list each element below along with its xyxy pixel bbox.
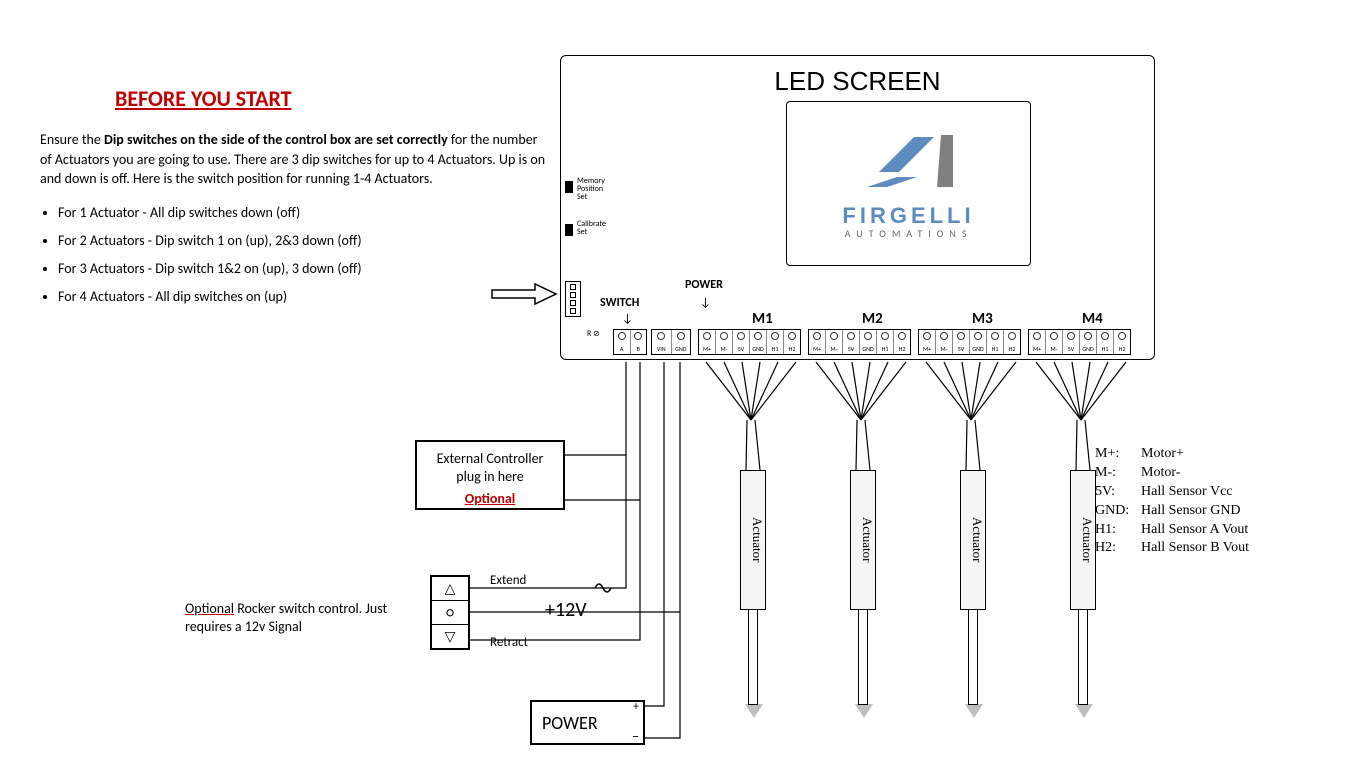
side-button bbox=[565, 224, 573, 236]
ext-ctrl-optional: Optional bbox=[417, 490, 563, 508]
reset-label: R ⊘ bbox=[587, 329, 600, 339]
rocker-down-icon: ▽ bbox=[432, 625, 468, 648]
heading-before-you-start: BEFORE YOU START bbox=[115, 85, 550, 112]
pin-h1: H1 bbox=[987, 330, 1004, 354]
pin-legend: M+:Motor+M-:Motor-5V:Hall Sensor VccGND:… bbox=[1095, 445, 1249, 558]
actuator-body: Actuator bbox=[740, 470, 766, 610]
dip-list-item: For 2 Actuators - Dip switch 1 on (up), … bbox=[58, 227, 550, 255]
firgelli-logo-icon bbox=[849, 127, 969, 197]
rocker-up-icon: △ bbox=[432, 577, 468, 601]
side-button-label: CalibrateSet bbox=[577, 220, 606, 236]
dip-list-item: For 3 Actuators - Dip switch 1&2 on (up)… bbox=[58, 255, 550, 283]
dip-switch-block bbox=[565, 281, 581, 317]
motor-label-m3: M3 bbox=[972, 310, 993, 328]
plus-icon: + bbox=[633, 700, 639, 714]
led-screen: FIRGELLI AUTOMATIONS bbox=[786, 101, 1031, 266]
intro-paragraph: Ensure the Dip switches on the side of t… bbox=[40, 130, 550, 189]
power-connector: VINGND bbox=[651, 329, 691, 355]
pin-m-: M- bbox=[826, 330, 843, 354]
power-box-label: POWER bbox=[542, 712, 598, 734]
pin-h2: H2 bbox=[1004, 330, 1020, 354]
actuator-rod bbox=[1078, 610, 1088, 705]
led-screen-title: LED SCREEN bbox=[561, 66, 1154, 97]
pin-h1: H1 bbox=[767, 330, 784, 354]
pin-m-: M- bbox=[1046, 330, 1063, 354]
ext-ctrl-line2: plug in here bbox=[417, 468, 563, 486]
pin-5v: 5V bbox=[843, 330, 860, 354]
actuator-body: Actuator bbox=[960, 470, 986, 610]
pin-5v: 5V bbox=[953, 330, 970, 354]
pin-m-: M- bbox=[716, 330, 733, 354]
legend-row: M-:Motor- bbox=[1095, 464, 1249, 483]
actuator-rod bbox=[968, 610, 978, 705]
rocker-switch: △ ○ ▽ bbox=[430, 575, 470, 650]
pin-a: A bbox=[614, 330, 631, 354]
actuator-2: Actuator bbox=[850, 470, 876, 735]
pin-5v: 5V bbox=[1063, 330, 1080, 354]
pin-h2: H2 bbox=[1114, 330, 1130, 354]
pin-h2: H2 bbox=[784, 330, 800, 354]
legend-row: GND:Hall Sensor GND bbox=[1095, 502, 1249, 521]
rocker-center-icon: ○ bbox=[432, 601, 468, 625]
retract-label: Retract bbox=[490, 635, 528, 650]
pin-m+: M+ bbox=[919, 330, 936, 354]
side-button-label: MemoryPositionSet bbox=[577, 177, 605, 201]
actuator-3: Actuator bbox=[960, 470, 986, 735]
pin-gnd: GND bbox=[860, 330, 877, 354]
actuator-4: Actuator bbox=[1070, 470, 1096, 735]
power-supply-box: POWER + − bbox=[530, 700, 645, 745]
actuator-1: Actuator bbox=[740, 470, 766, 735]
pin-h1: H1 bbox=[1097, 330, 1114, 354]
control-box: LED SCREEN FIRGELLI AUTOMATIONS MemoryPo… bbox=[560, 55, 1155, 360]
arrow-to-dip-icon bbox=[490, 282, 560, 306]
actuator-body: Actuator bbox=[850, 470, 876, 610]
logo-subtitle: AUTOMATIONS bbox=[845, 227, 973, 240]
instructions-panel: BEFORE YOU START Ensure the Dip switches… bbox=[40, 85, 550, 311]
actuator-rod bbox=[858, 610, 868, 705]
pin-vin: VIN bbox=[652, 330, 672, 354]
pin-m-: M- bbox=[936, 330, 953, 354]
motor-connector-m1: M+M-5VGNDH1H2 bbox=[698, 329, 801, 355]
ext-ctrl-line1: External Controller bbox=[417, 450, 563, 468]
pin-m+: M+ bbox=[1029, 330, 1046, 354]
twelve-volt-label: +12V bbox=[545, 598, 587, 622]
motor-connector-m2: M+M-5VGNDH1H2 bbox=[808, 329, 911, 355]
motor-label-m4: M4 bbox=[1082, 310, 1103, 328]
dip-list-item: For 1 Actuator - All dip switches down (… bbox=[58, 199, 550, 227]
pin-gnd: GND bbox=[672, 330, 691, 354]
extend-label: Extend bbox=[490, 573, 526, 588]
logo-brand: FIRGELLI bbox=[842, 203, 974, 229]
legend-row: H1:Hall Sensor A Vout bbox=[1095, 521, 1249, 540]
dip-list-item: For 4 Actuators - All dip switches on (u… bbox=[58, 283, 550, 311]
motor-label-m2: M2 bbox=[862, 310, 883, 328]
pin-b: B bbox=[631, 330, 647, 354]
pin-m+: M+ bbox=[699, 330, 716, 354]
power-conn-label: POWER bbox=[685, 278, 723, 292]
legend-row: H2:Hall Sensor B Vout bbox=[1095, 539, 1249, 558]
motor-label-m1: M1 bbox=[752, 310, 773, 328]
pin-gnd: GND bbox=[970, 330, 987, 354]
motor-connector-m3: M+M-5VGNDH1H2 bbox=[918, 329, 1021, 355]
dip-switch-list: For 1 Actuator - All dip switches down (… bbox=[58, 199, 550, 311]
pin-5v: 5V bbox=[733, 330, 750, 354]
external-controller-box: External Controller plug in here Optiona… bbox=[415, 440, 565, 510]
legend-row: 5V:Hall Sensor Vcc bbox=[1095, 483, 1249, 502]
actuator-body: Actuator bbox=[1070, 470, 1096, 610]
rocker-note: Optional Rocker switch control. Just req… bbox=[185, 600, 415, 636]
pin-m+: M+ bbox=[809, 330, 826, 354]
pin-h2: H2 bbox=[894, 330, 910, 354]
pin-h1: H1 bbox=[877, 330, 894, 354]
switch-label: SWITCH bbox=[600, 296, 639, 310]
legend-row: M+:Motor+ bbox=[1095, 445, 1249, 464]
switch-arrow-icon: ↓ bbox=[622, 312, 633, 326]
pin-gnd: GND bbox=[1080, 330, 1097, 354]
power-arrow-icon: ↓ bbox=[700, 296, 711, 310]
side-button bbox=[565, 181, 573, 193]
minus-icon: − bbox=[632, 728, 639, 745]
actuator-rod bbox=[748, 610, 758, 705]
switch-connector: AB bbox=[613, 329, 647, 355]
pin-gnd: GND bbox=[750, 330, 767, 354]
motor-connector-m4: M+M-5VGNDH1H2 bbox=[1028, 329, 1131, 355]
